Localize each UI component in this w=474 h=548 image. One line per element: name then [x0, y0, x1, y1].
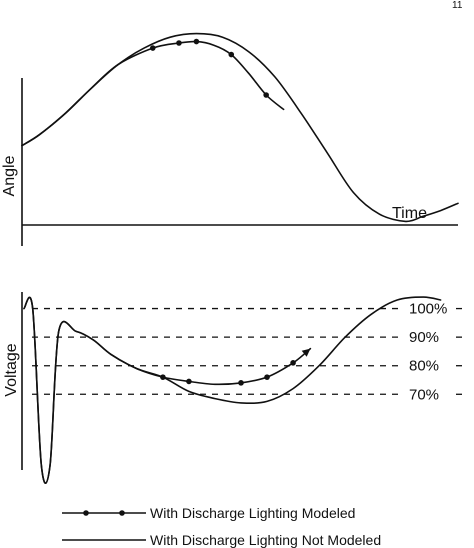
- data-point: [193, 38, 200, 45]
- angle-y-label: Angle: [1, 155, 18, 196]
- legend-marker: [83, 510, 89, 516]
- data-point: [150, 45, 156, 51]
- data-point: [176, 40, 182, 46]
- series-line-not-modeled: [21, 32, 459, 223]
- voltage-panel: Voltage 100% 90% 80% 70%: [3, 292, 462, 485]
- series-line-not-modeled: [23, 296, 442, 485]
- data-point: [228, 51, 235, 58]
- voltage-y-label: Voltage: [3, 343, 20, 396]
- data-point: [238, 380, 244, 386]
- legend-label-modeled: With Discharge Lighting Modeled: [150, 505, 355, 521]
- series-line-modeled: [21, 40, 285, 147]
- arrow-head: [301, 348, 311, 357]
- reference-label: 90%: [409, 329, 439, 346]
- legend-item-modeled: With Discharge Lighting Modeled: [62, 505, 355, 521]
- reference-label: 80%: [409, 358, 439, 375]
- data-point: [186, 378, 192, 385]
- legend: With Discharge Lighting Modeled With Dis…: [62, 505, 381, 548]
- series-line-modeled: [23, 296, 312, 485]
- corner-mark: 11: [452, 0, 463, 11]
- time-x-label: Time: [392, 205, 427, 222]
- data-point: [264, 374, 270, 380]
- angle-panel: Angle Time: [1, 32, 459, 246]
- reference-label: 70%: [409, 386, 439, 403]
- data-point: [263, 92, 269, 98]
- data-point: [290, 360, 296, 366]
- reference-label: 100%: [409, 301, 447, 318]
- legend-item-not-modeled: With Discharge Lighting Not Modeled: [62, 532, 381, 548]
- legend-marker: [119, 510, 125, 516]
- legend-label-not-modeled: With Discharge Lighting Not Modeled: [150, 532, 381, 548]
